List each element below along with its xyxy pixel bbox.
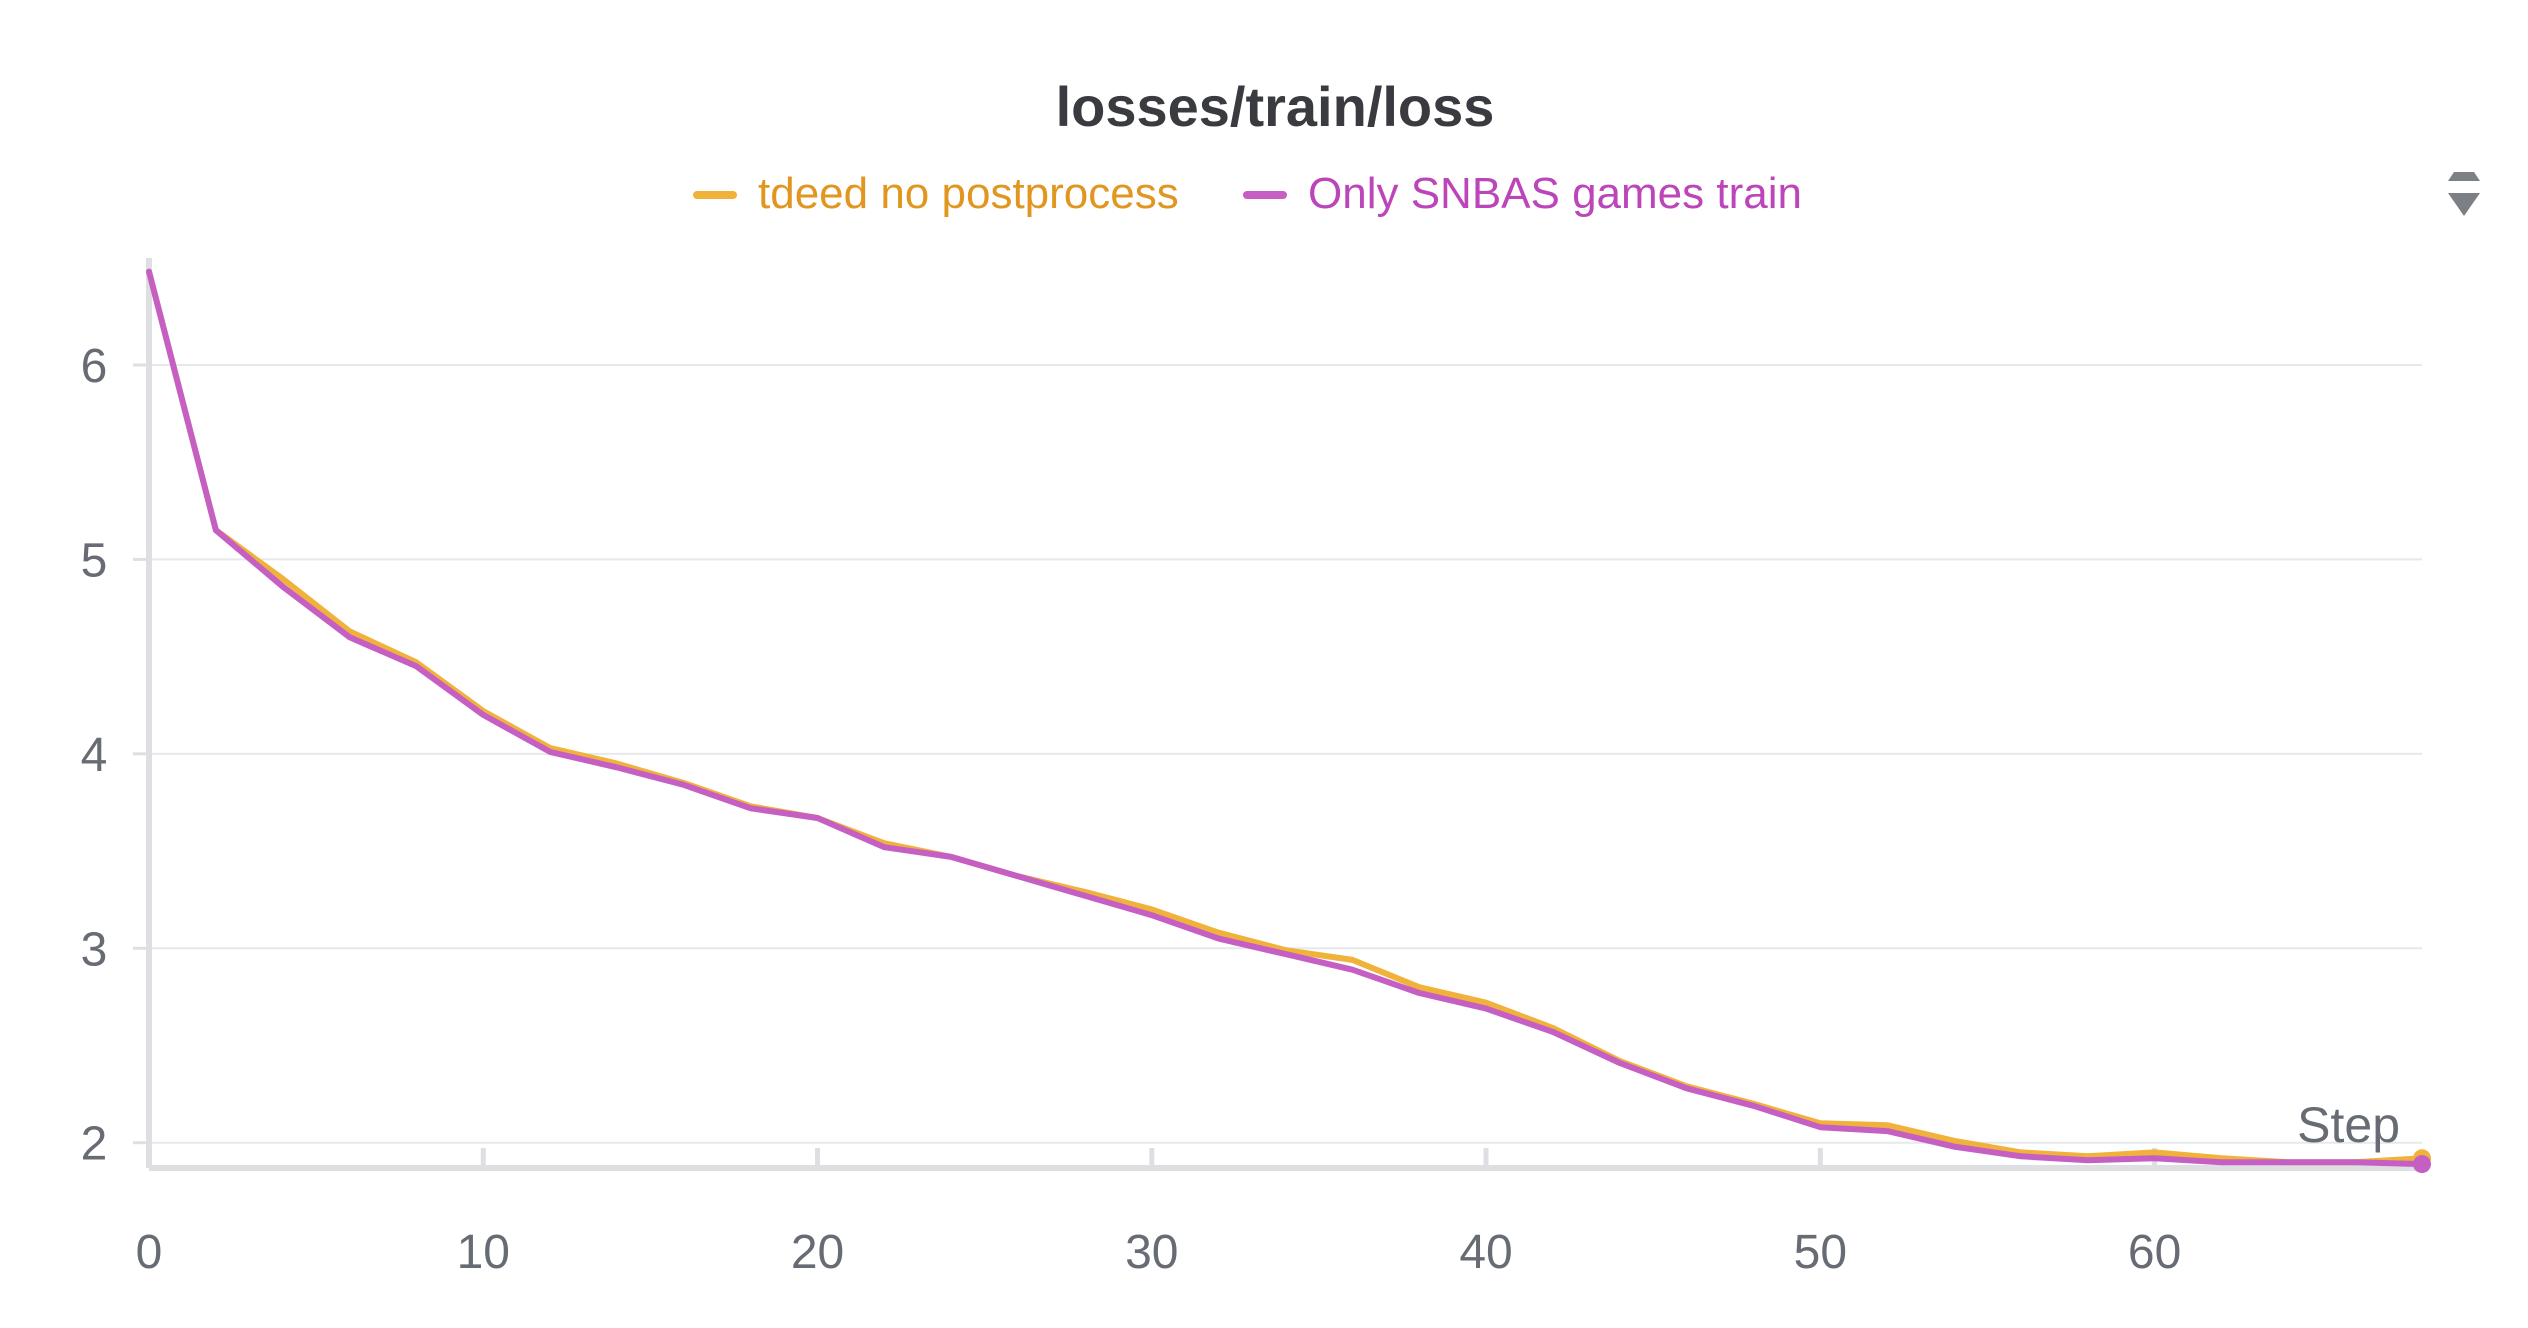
legend-scroll-control[interactable] — [2448, 172, 2480, 216]
series-line-0[interactable] — [146, 268, 2425, 1166]
y-tick-label: 3 — [81, 923, 108, 976]
x-tick-label: 60 — [2128, 1226, 2181, 1279]
y-tick-label: 2 — [81, 1118, 108, 1171]
x-tick-label: 30 — [1125, 1226, 1178, 1279]
x-tick-label: 0 — [136, 1226, 163, 1279]
legend-item-0[interactable]: tdeed no postprocess — [693, 169, 1179, 218]
y-tick-label: 4 — [81, 729, 108, 782]
chevron-down-icon[interactable] — [2448, 193, 2480, 216]
grid — [149, 363, 2422, 1144]
chevron-up-icon[interactable] — [2448, 172, 2480, 181]
legend-label-0: tdeed no postprocess — [758, 169, 1179, 218]
x-tick-label: 40 — [1459, 1226, 1512, 1279]
x-tick-label: 20 — [791, 1226, 844, 1279]
legend-swatch-0 — [693, 191, 737, 199]
x-axis-label: Step — [2297, 1097, 2400, 1153]
series-end-point-1 — [2413, 1155, 2431, 1174]
series-line-1[interactable] — [146, 268, 2425, 1168]
y-tick-label: 5 — [81, 534, 108, 587]
chart-title: losses/train/loss — [1056, 75, 1495, 138]
legend-label-1: Only SNBAS games train — [1308, 169, 1802, 218]
legend-item-1[interactable]: Only SNBAS games train — [1243, 169, 1802, 218]
x-tick-label: 50 — [1794, 1226, 1847, 1279]
end-markers — [2413, 1149, 2431, 1174]
y-tick-label: 6 — [81, 340, 108, 393]
legend: tdeed no postprocess Only SNBAS games tr… — [693, 169, 1802, 218]
x-tick-label: 10 — [457, 1226, 510, 1279]
series-layer — [146, 268, 2425, 1168]
legend-swatch-1 — [1243, 191, 1287, 199]
